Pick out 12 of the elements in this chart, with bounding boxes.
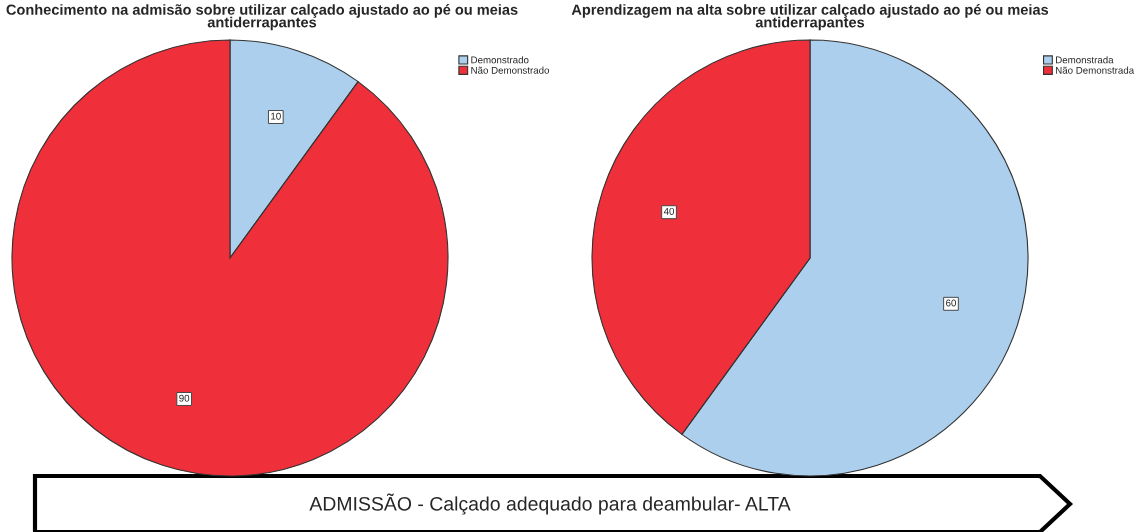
- pie-slice: [11, 39, 449, 477]
- data-label: 40: [663, 207, 675, 215]
- data-label: 90: [179, 394, 190, 402]
- chart-title: Aprendizagem na alta sobre utilizar calçado ajustado ao pé ou meias antiderrapantes: [571, 4, 1049, 31]
- data-label: 10: [271, 112, 281, 120]
- chart-title: Conhecimento na admisão sobre utilizar calçado ajustado ao pé ou meias antiderrapantes: [6, 4, 518, 31]
- legend-label: Não Demonstrado: [471, 66, 550, 74]
- legend-label: Demonstrada: [1056, 56, 1114, 64]
- legend-label: Demonstrado: [471, 56, 529, 64]
- text: ADMISSÃO - Calçado adequado para deambular- ALTA: [309, 493, 791, 515]
- data-label: 60: [946, 299, 957, 307]
- legend-label: Não Demonstrada: [1056, 66, 1135, 74]
